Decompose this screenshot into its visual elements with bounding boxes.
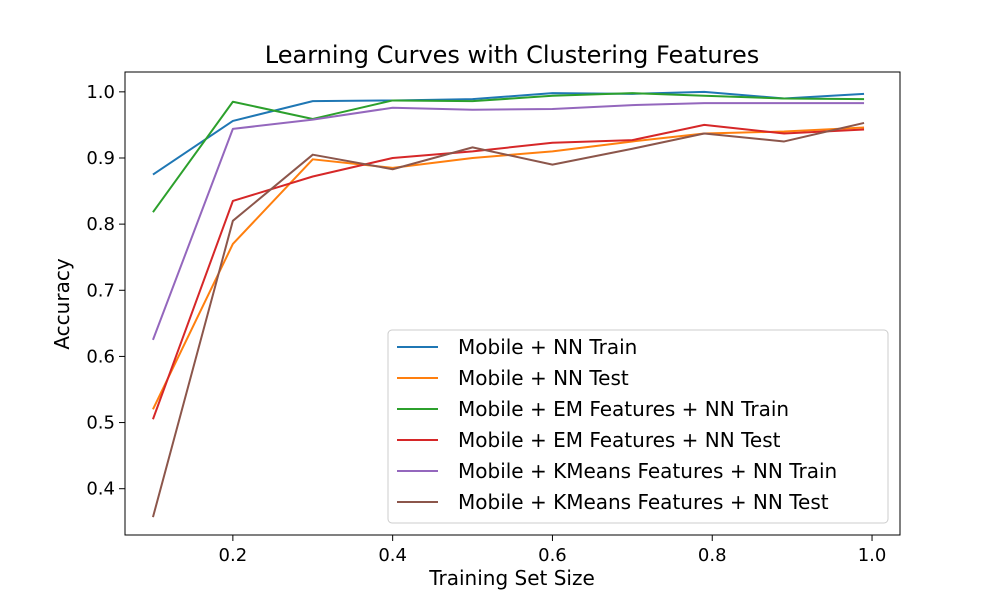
legend-entry-label: Mobile + NN Train (458, 335, 637, 359)
y-tick-label: 0.7 (86, 280, 115, 301)
y-axis-ticks: 0.4 0.5 0.6 0.7 0.8 0.9 1.0 (86, 82, 125, 500)
x-tick-label: 0.2 (219, 545, 248, 566)
legend: Mobile + NN Train Mobile + NN Test Mobile … (387, 329, 889, 524)
y-tick-label: 0.8 (86, 214, 115, 235)
y-tick-label: 0.4 (86, 479, 115, 500)
y-tick-label: 0.6 (86, 346, 115, 367)
x-tick-label: 0.8 (698, 545, 727, 566)
legend-entry-label: Mobile + NN Test (458, 366, 629, 390)
y-tick-label: 0.9 (86, 148, 115, 169)
legend-entry-label: Mobile + EM Features + NN Test (458, 428, 781, 452)
x-axis-ticks: 0.2 0.4 0.6 0.8 1.0 (219, 535, 887, 566)
legend-entry-label: Mobile + KMeans Features + NN Train (458, 459, 837, 483)
x-tick-label: 0.4 (378, 545, 407, 566)
x-axis-label: Training Set Size (428, 566, 595, 590)
x-tick-label: 0.6 (538, 545, 567, 566)
plot-frame (124, 71, 901, 536)
y-tick-label: 1.0 (86, 82, 115, 103)
legend-entry-label: Mobile + EM Features + NN Train (458, 397, 789, 421)
legend-box (387, 329, 889, 524)
series-lines (151, 90, 865, 518)
legend-entry-label: Mobile + KMeans Features + NN Test (458, 490, 829, 514)
series-line-5 (152, 102, 865, 341)
series-line-6 (151, 121, 865, 518)
series-line-3 (152, 92, 865, 213)
x-tick-label: 1.0 (858, 545, 887, 566)
y-tick-label: 0.5 (86, 413, 115, 434)
y-axis-label: Accuracy (50, 258, 74, 349)
series-line-2 (152, 126, 865, 410)
chart-title: Learning Curves with Clustering Features (265, 41, 759, 69)
